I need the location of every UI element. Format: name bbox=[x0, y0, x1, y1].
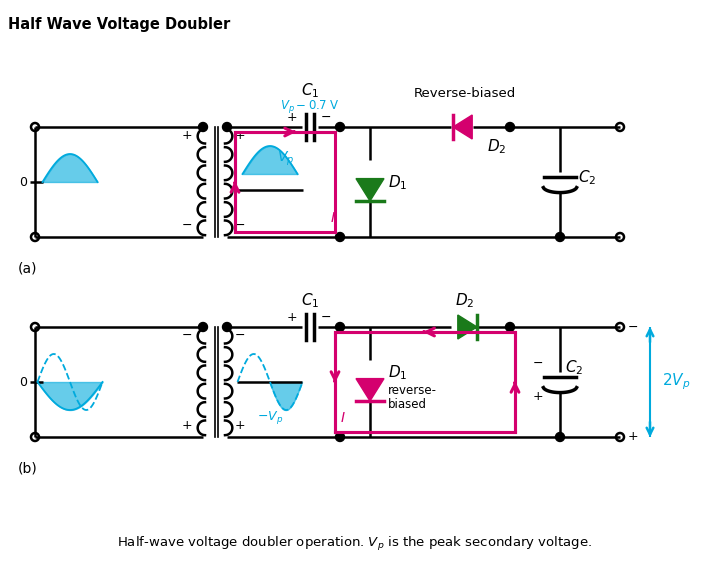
Text: +: + bbox=[628, 431, 639, 443]
Text: −: − bbox=[321, 311, 331, 324]
Circle shape bbox=[336, 122, 345, 132]
Text: reverse-: reverse- bbox=[388, 384, 437, 397]
Text: Half Wave Voltage Doubler: Half Wave Voltage Doubler bbox=[8, 17, 230, 32]
Polygon shape bbox=[356, 379, 384, 401]
Text: $V_p$: $V_p$ bbox=[277, 150, 295, 168]
Text: (b): (b) bbox=[18, 461, 38, 475]
Text: $2V_p$: $2V_p$ bbox=[662, 372, 690, 392]
Text: $C_1$: $C_1$ bbox=[301, 291, 319, 309]
Circle shape bbox=[506, 323, 515, 332]
Text: −: − bbox=[321, 111, 331, 124]
Circle shape bbox=[336, 232, 345, 241]
Circle shape bbox=[506, 122, 515, 132]
Text: (a): (a) bbox=[18, 261, 38, 275]
Text: −: − bbox=[532, 357, 543, 370]
Text: $D_1$: $D_1$ bbox=[388, 173, 408, 192]
Text: $I$: $I$ bbox=[330, 211, 336, 225]
Text: +: + bbox=[182, 129, 193, 142]
Circle shape bbox=[336, 432, 345, 442]
Text: $D_2$: $D_2$ bbox=[487, 137, 506, 156]
Text: −: − bbox=[628, 320, 639, 333]
Text: $-V_p$: $-V_p$ bbox=[257, 409, 283, 426]
Text: $C_2$: $C_2$ bbox=[565, 358, 583, 377]
Circle shape bbox=[198, 323, 207, 332]
Text: +: + bbox=[234, 419, 245, 432]
Text: $V_p - 0.7$ V: $V_p - 0.7$ V bbox=[280, 98, 340, 115]
Text: $C_2$: $C_2$ bbox=[578, 168, 596, 186]
Text: $C_1$: $C_1$ bbox=[301, 81, 319, 100]
Text: +: + bbox=[182, 419, 193, 432]
Text: 0: 0 bbox=[19, 375, 27, 388]
Text: −: − bbox=[182, 329, 193, 342]
Text: biased: biased bbox=[388, 398, 427, 411]
Circle shape bbox=[556, 232, 564, 241]
Polygon shape bbox=[458, 315, 477, 339]
Text: $D_2$: $D_2$ bbox=[455, 291, 474, 309]
Text: −: − bbox=[235, 329, 245, 342]
Text: +: + bbox=[234, 129, 245, 142]
Text: Reverse-biased: Reverse-biased bbox=[414, 87, 516, 100]
Circle shape bbox=[336, 323, 345, 332]
Circle shape bbox=[198, 122, 207, 132]
Circle shape bbox=[222, 122, 232, 132]
Polygon shape bbox=[356, 178, 384, 201]
Polygon shape bbox=[453, 115, 472, 139]
Text: +: + bbox=[532, 390, 543, 403]
Text: Half-wave voltage doubler operation. $V_p$ is the peak secondary voltage.: Half-wave voltage doubler operation. $V_… bbox=[117, 535, 591, 553]
Text: +: + bbox=[287, 111, 297, 124]
Text: $I$: $I$ bbox=[340, 411, 346, 425]
Text: −: − bbox=[235, 219, 245, 232]
Text: −: − bbox=[182, 219, 193, 232]
Circle shape bbox=[222, 323, 232, 332]
Circle shape bbox=[556, 432, 564, 442]
Text: 0: 0 bbox=[19, 176, 27, 189]
Text: +: + bbox=[287, 311, 297, 324]
Text: $D_1$: $D_1$ bbox=[388, 363, 408, 382]
